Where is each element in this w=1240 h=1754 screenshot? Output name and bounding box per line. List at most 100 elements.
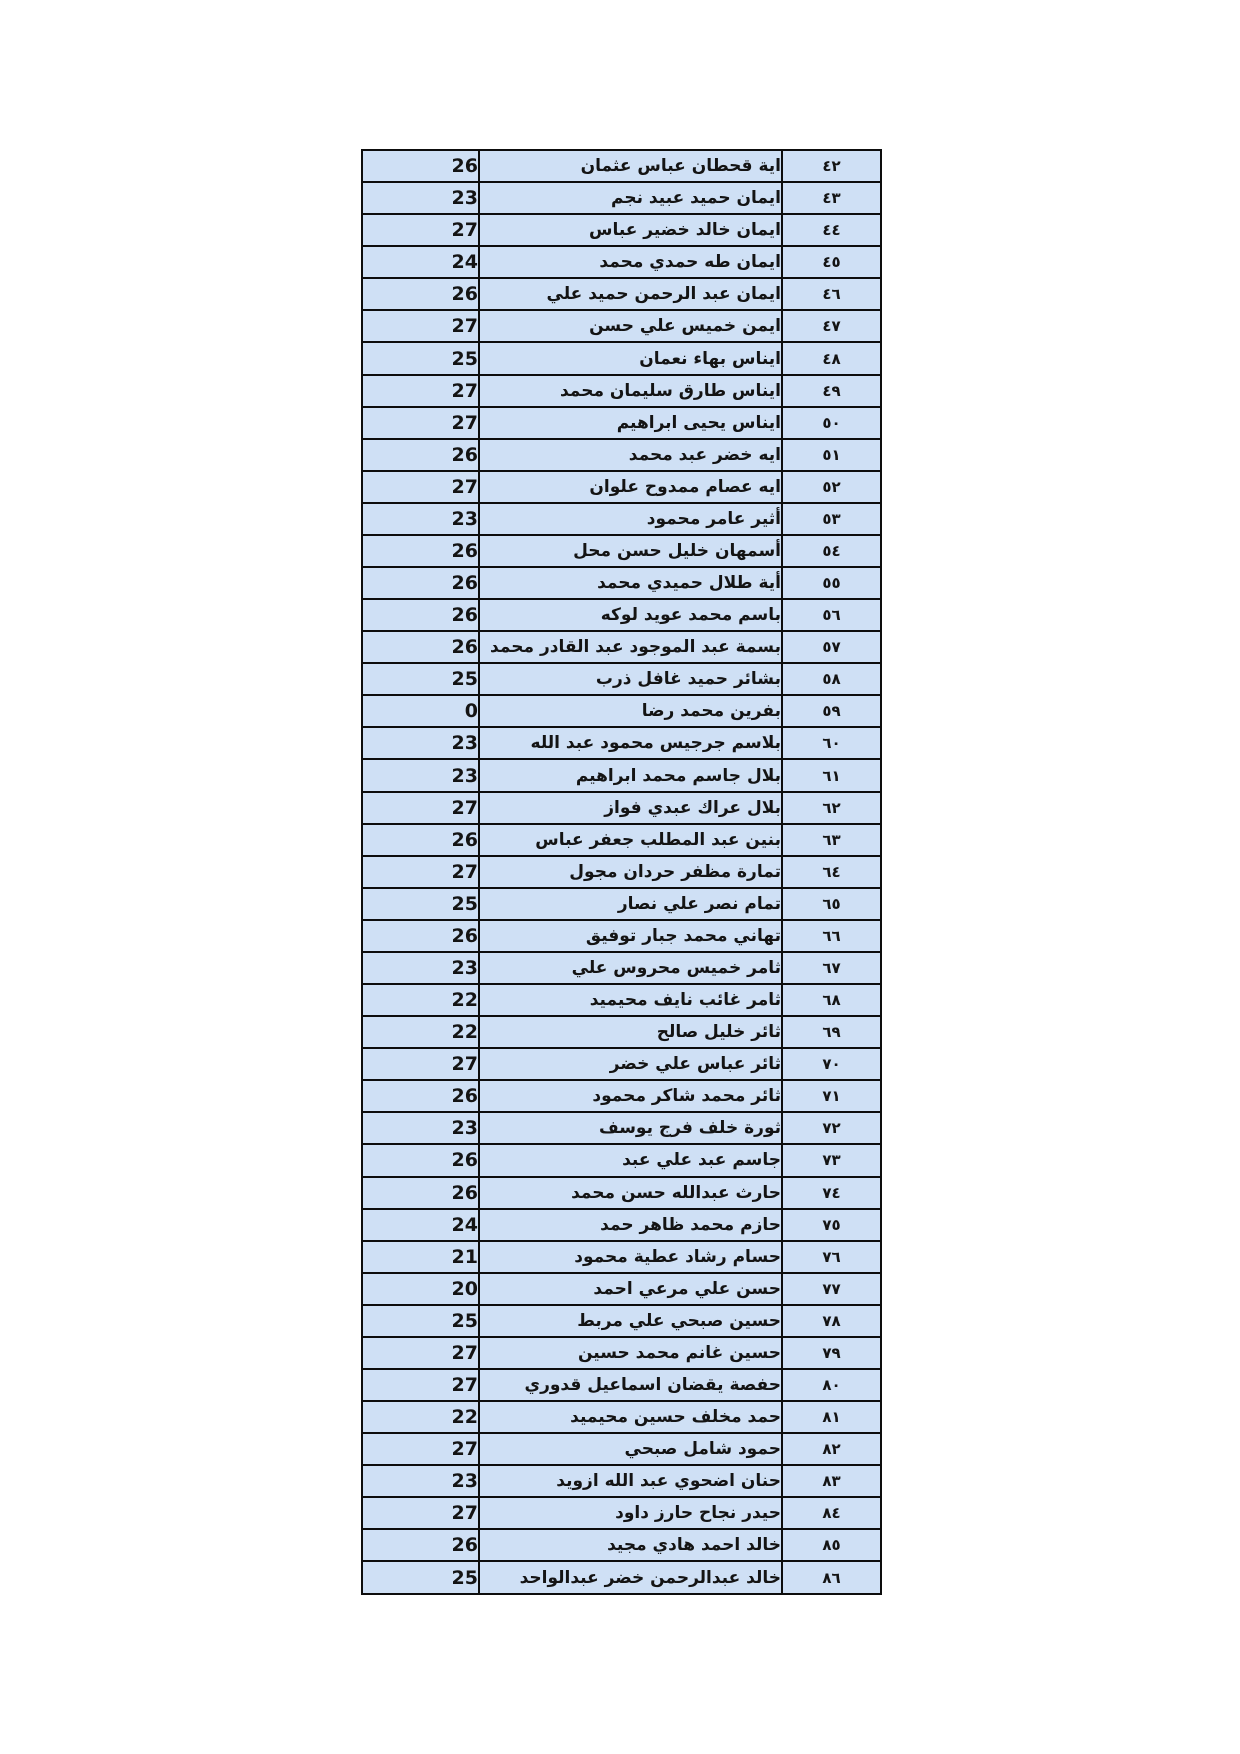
- table-row: 26 ايمان عبد الرحمن حميد علي ٤٦: [361, 277, 882, 312]
- row-number-cell: ٧٢: [781, 1111, 882, 1146]
- score-cell: 26: [361, 566, 480, 601]
- student-name-cell: أثير عامر محمود: [478, 501, 783, 536]
- row-number-cell: ٤٤: [781, 213, 882, 248]
- table-row: 27 ايناس يحيى ابراهيم ٥٠: [361, 405, 882, 440]
- table-row: 25 ايناس بهاء نعمان ٤٨: [361, 341, 882, 376]
- table-row: 26 اية قحطان عباس عثمان ٤٢: [361, 148, 882, 184]
- table-row: 25 بشائر حميد غافل ذرب ٥٨: [361, 662, 882, 697]
- table-row: 26 خالد احمد هادي مجيد ٨٥: [361, 1528, 882, 1563]
- score-cell: 25: [361, 1560, 480, 1595]
- table-row: 27 تمارة مظفر حردان مجول ٦٤: [361, 854, 882, 889]
- score-cell: 27: [361, 1432, 480, 1467]
- score-cell: 27: [361, 405, 480, 440]
- student-name-cell: ايناس يحيى ابراهيم: [478, 405, 783, 440]
- table-row: 24 حازم محمد ظاهر حمد ٧٥: [361, 1207, 882, 1242]
- grades-table-container: 26 اية قحطان عباس عثمان ٤٢ 23 ايمان حميد عبي…: [361, 148, 882, 1595]
- score-cell: 23: [361, 726, 480, 761]
- student-name-cell: اية قحطان عباس عثمان: [478, 148, 783, 184]
- score-cell: 26: [361, 277, 480, 312]
- score-cell: 26: [361, 822, 480, 857]
- student-name-cell: ايمن خميس علي حسن: [478, 309, 783, 344]
- student-name-cell: جاسم عبد علي عبد: [478, 1143, 783, 1178]
- score-cell: 25: [361, 1303, 480, 1338]
- student-name-cell: ايمان عبد الرحمن حميد علي: [478, 277, 783, 312]
- student-name-cell: ثائر محمد شاكر محمود: [478, 1079, 783, 1114]
- student-name-cell: حفصة يقضان اسماعيل قدوري: [478, 1367, 783, 1403]
- row-number-cell: ٤٢: [781, 148, 882, 184]
- table-row: 20 حسن علي مرعي احمد ٧٧: [361, 1271, 882, 1306]
- table-row: 26 جاسم عبد علي عبد ٧٣: [361, 1143, 882, 1178]
- student-name-cell: بسمة عبد الموجود عبد القادر محمد: [478, 630, 783, 665]
- score-cell: 20: [361, 1271, 480, 1306]
- table-row: 23 حنان اضحوي عبد الله ازويد ٨٣: [361, 1464, 882, 1499]
- row-number-cell: ٥١: [781, 437, 882, 472]
- student-name-cell: حارث عبدالله حسن محمد: [478, 1175, 783, 1210]
- score-cell: 27: [361, 1047, 480, 1082]
- table-row: 27 ايه عصام ممدوح علوان ٥٢: [361, 469, 882, 504]
- table-row: 26 بنين عبد المطلب جعفر عباس ٦٣: [361, 822, 882, 857]
- row-number-cell: ٦٤: [781, 854, 882, 889]
- row-number-cell: ٥٥: [781, 566, 882, 601]
- table-row: 27 ايمن خميس علي حسن ٤٧: [361, 309, 882, 344]
- table-row: 27 بلال عراك عبدي فواز ٦٢: [361, 790, 882, 825]
- row-number-cell: ٥٢: [781, 469, 882, 504]
- student-name-cell: ثائر خليل صالح: [478, 1015, 783, 1050]
- table-row: 27 حيدر نجاح حارز داود ٨٤: [361, 1496, 882, 1531]
- student-name-cell: حازم محمد ظاهر حمد: [478, 1207, 783, 1242]
- student-name-cell: حيدر نجاح حارز داود: [478, 1496, 783, 1531]
- row-number-cell: ٧٣: [781, 1143, 882, 1178]
- score-cell: 22: [361, 1400, 480, 1435]
- score-cell: 22: [361, 1015, 480, 1050]
- student-name-cell: حسن علي مرعي احمد: [478, 1271, 783, 1306]
- score-cell: 0: [361, 694, 480, 729]
- table-row: 26 ايه خضر عبد محمد ٥١: [361, 437, 882, 472]
- score-cell: 25: [361, 662, 480, 697]
- row-number-cell: ٤٥: [781, 245, 882, 280]
- row-number-cell: ٧٥: [781, 1207, 882, 1242]
- score-cell: 24: [361, 245, 480, 280]
- row-number-cell: ٦٥: [781, 886, 882, 921]
- row-number-cell: ٥٤: [781, 533, 882, 569]
- table-row: 22 حمد مخلف حسين محيميد ٨١: [361, 1400, 882, 1435]
- table-row: 27 ثائر عباس علي خضر ٧٠: [361, 1047, 882, 1082]
- student-name-cell: ايه خضر عبد محمد: [478, 437, 783, 472]
- student-name-cell: ايه عصام ممدوح علوان: [478, 469, 783, 504]
- row-number-cell: ٥٧: [781, 630, 882, 665]
- score-cell: 26: [361, 1143, 480, 1178]
- student-name-cell: حسين غانم محمد حسين: [478, 1335, 783, 1370]
- student-name-cell: أسمهان خليل حسن محل: [478, 533, 783, 569]
- table-row: 25 حسين صبحي علي مربط ٧٨: [361, 1303, 882, 1338]
- score-cell: 26: [361, 1528, 480, 1563]
- row-number-cell: ٦٨: [781, 983, 882, 1018]
- student-name-cell: خالد احمد هادي مجيد: [478, 1528, 783, 1563]
- student-name-cell: ثائر عباس علي خضر: [478, 1047, 783, 1082]
- row-number-cell: ٧٦: [781, 1239, 882, 1274]
- grades-table: 26 اية قحطان عباس عثمان ٤٢ 23 ايمان حميد عبي…: [361, 148, 882, 1595]
- student-name-cell: ايمان طه حمدي محمد: [478, 245, 783, 280]
- row-number-cell: ٨٦: [781, 1560, 882, 1595]
- table-row: 26 باسم محمد عويد لوكه ٥٦: [361, 598, 882, 633]
- student-name-cell: ايمان حميد عبيد نجم: [478, 181, 783, 216]
- score-cell: 27: [361, 373, 480, 408]
- score-cell: 25: [361, 886, 480, 921]
- row-number-cell: ٤٧: [781, 309, 882, 344]
- row-number-cell: ٥٠: [781, 405, 882, 440]
- score-cell: 26: [361, 437, 480, 472]
- row-number-cell: ٤٦: [781, 277, 882, 312]
- table-row: 26 أسمهان خليل حسن محل ٥٤: [361, 533, 882, 569]
- table-row: 23 أثير عامر محمود ٥٣: [361, 501, 882, 536]
- row-number-cell: ٦١: [781, 758, 882, 793]
- row-number-cell: ٧٤: [781, 1175, 882, 1210]
- table-row: 26 ثائر محمد شاكر محمود ٧١: [361, 1079, 882, 1114]
- row-number-cell: ٦٠: [781, 726, 882, 761]
- row-number-cell: ٤٨: [781, 341, 882, 376]
- score-cell: 24: [361, 1207, 480, 1242]
- grades-table-body: 26 اية قحطان عباس عثمان ٤٢ 23 ايمان حميد عبي…: [361, 148, 882, 1595]
- row-number-cell: ٨٥: [781, 1528, 882, 1563]
- table-row: 23 ثورة خلف فرج يوسف ٧٢: [361, 1111, 882, 1146]
- student-name-cell: حسين صبحي علي مربط: [478, 1303, 783, 1338]
- score-cell: 23: [361, 501, 480, 536]
- score-cell: 27: [361, 790, 480, 825]
- score-cell: 23: [361, 950, 480, 986]
- row-number-cell: ٦٢: [781, 790, 882, 825]
